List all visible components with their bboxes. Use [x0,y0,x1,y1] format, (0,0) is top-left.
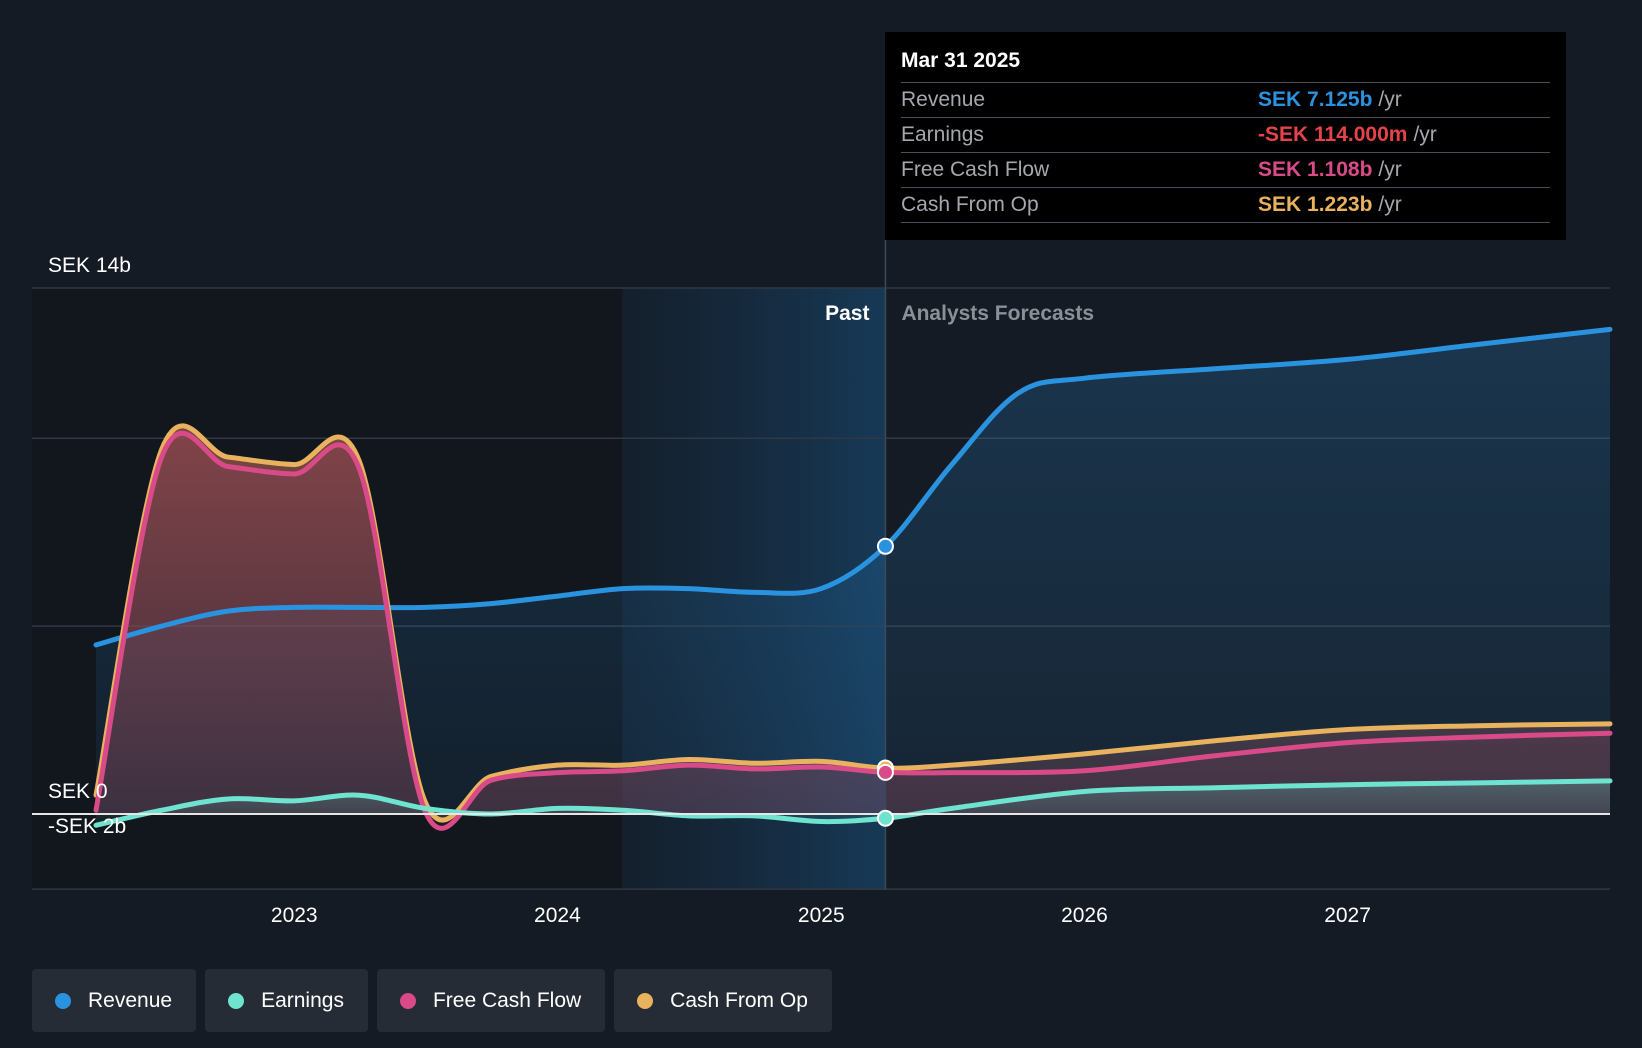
x-tick-label: 2027 [1324,904,1371,927]
legend-earnings-button[interactable]: Earnings [205,969,368,1032]
legend: Revenue Earnings Free Cash Flow Cash Fro… [32,969,832,1032]
tooltip: Mar 31 2025 Revenue SEK 7.125b /yr Earni… [885,32,1566,240]
earnings-marker [876,809,894,827]
x-tick-label: 2025 [798,904,845,927]
tooltip-label: Free Cash Flow [901,158,1050,181]
tooltip-unit: /yr [1378,193,1402,216]
legend-label: Earnings [261,988,344,1012]
revenue-dot-icon [55,992,71,1009]
y-tick-label: SEK 14b [48,254,131,277]
tooltip-row-free-cash-flow: Free Cash Flow SEK 1.108b /yr [901,152,1550,187]
highlight-markers [876,537,894,827]
y-tick-label: SEK 0 [48,780,108,803]
tooltip-value: SEK 7.125b [1258,88,1373,111]
past-label: Past [825,302,869,325]
tooltip-value: -SEK 114.000m [1258,123,1408,146]
legend-label: Free Cash Flow [432,988,582,1012]
tooltip-row-revenue: Revenue SEK 7.125b /yr [901,82,1550,117]
legend-revenue-button[interactable]: Revenue [32,969,197,1032]
tooltip-date: Mar 31 2025 [901,49,1021,72]
series-lines [93,326,1613,831]
earnings-area [96,780,1610,826]
x-tick-label: 2023 [271,904,318,927]
free-cash-flow-marker [876,763,894,781]
revenue-line [93,326,1613,648]
tooltip-label: Earnings [901,123,984,146]
revenue-marker [876,537,894,555]
tooltip-unit: /yr [1413,123,1437,146]
tooltip-value: SEK 1.223b [1258,193,1373,216]
x-axis-labels: 2023 2024 2025 2026 2027 [271,904,1371,927]
legend-free-cash-flow-button[interactable]: Free Cash Flow [376,969,606,1032]
revenue-area [96,329,1610,814]
free-cash-flow-line [93,430,1613,831]
tooltip-value: SEK 1.108b [1258,158,1373,181]
x-tick-label: 2026 [1061,904,1108,927]
tooltip-label: Revenue [901,88,986,111]
legend-label: Revenue [88,988,173,1012]
y-tick-label: -SEK 2b [48,815,126,838]
earnings-line [93,778,1613,828]
tooltip-unit: /yr [1378,88,1402,111]
earnings-dot-icon [228,992,245,1009]
tooltip-row-cash-from-op: Cash From Op SEK 1.223b /yr [901,187,1550,223]
legend-cash-from-op-button[interactable]: Cash From Op [614,969,832,1032]
free-cash-flow-dot-icon [399,992,416,1009]
financials-chart: SEK 14b SEK 0 -SEK 2b 2023 2024 2025 2026 2027… [32,240,1613,927]
y-axis-labels: SEK 14b SEK 0 -SEK 2b [48,254,131,838]
x-tick-label: 2024 [534,904,581,927]
tooltip-row-earnings: Earnings -SEK 114.000m /yr [901,117,1550,152]
cash-from-op-dot-icon [637,992,654,1009]
forecast-label: Analysts Forecasts [901,302,1094,325]
cash-from-op-line [93,423,1613,823]
tooltip-unit: /yr [1378,158,1402,181]
tooltip-label: Cash From Op [901,193,1039,216]
legend-label: Cash From Op [670,988,808,1012]
